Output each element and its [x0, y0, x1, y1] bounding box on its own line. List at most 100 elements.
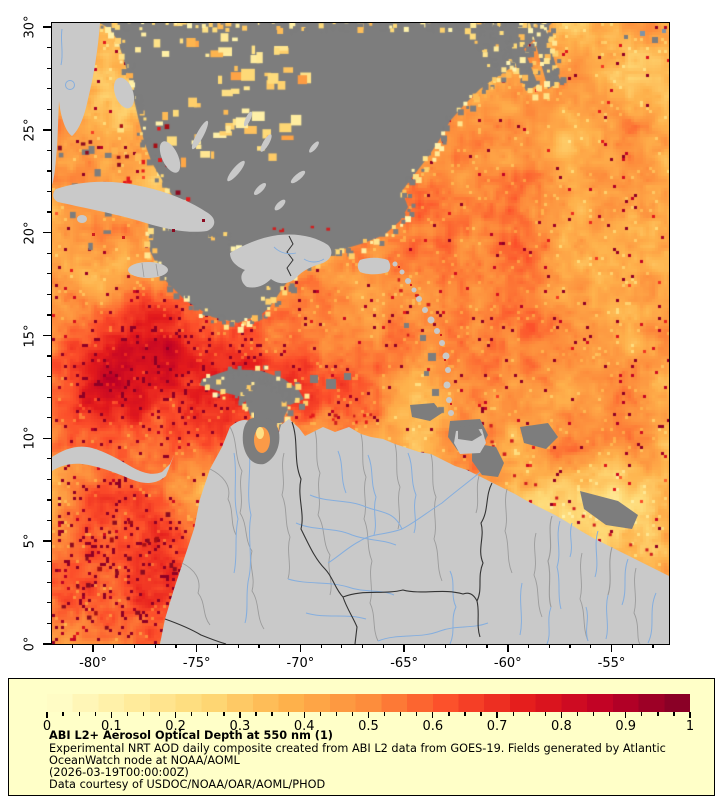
country-borders — [164, 421, 613, 644]
lesser-antilles-islands — [392, 261, 454, 416]
geography-overlay — [52, 23, 669, 644]
colorbar-tick-label: 0.6 — [422, 719, 444, 734]
axis-tick — [46, 67, 51, 69]
colorbar-minor-tick — [335, 712, 338, 716]
hispaniola-island — [230, 234, 332, 288]
axis-tick — [548, 644, 550, 648]
colorbar-minor-tick — [416, 712, 418, 716]
colorbar-minor-tick — [158, 712, 161, 716]
colorbar-major-tick — [110, 712, 112, 718]
colorbar-major-tick — [303, 712, 305, 718]
x-axis-label: -75° — [182, 656, 211, 671]
colorbar-minor-tick — [351, 712, 354, 716]
axis-tick — [590, 644, 592, 648]
colorbar-tick-label: 0.4 — [293, 719, 315, 734]
colorbar-major-tick — [689, 712, 691, 718]
axis-tick — [652, 644, 654, 648]
axis-tick — [42, 334, 51, 337]
colorbar-tick-label: 1 — [685, 719, 695, 734]
legend-timestamp: (2026-03-19T00:00:00Z) — [49, 766, 189, 779]
colorbar-minor-tick — [544, 712, 547, 716]
colorbar-tick-label: 0.1 — [100, 719, 122, 734]
colorbar-minor-tick — [271, 712, 273, 716]
axis-tick — [46, 519, 51, 522]
x-axis-label: -65° — [390, 656, 418, 671]
axis-tick — [46, 458, 51, 460]
axis-tick — [46, 314, 51, 316]
cuba-island — [53, 181, 215, 239]
lake-okeechobee — [65, 80, 75, 90]
legend-credit: Data courtesy of USDOC/NOAA/OAR/AOML/PHO… — [49, 778, 326, 791]
colorbar-major-tick — [496, 712, 498, 718]
axis-tick — [527, 644, 530, 648]
colorbar-minor-tick — [383, 712, 386, 716]
axis-tick — [486, 644, 488, 648]
y-axis-label: 20° — [22, 221, 38, 245]
colorbar-tick-label: 0.9 — [615, 719, 637, 734]
jamaica-island — [128, 262, 168, 278]
colorbar-tick-label: 0.2 — [165, 719, 186, 734]
y-axis-label: 0° — [22, 636, 38, 652]
colorbar-minor-tick — [448, 712, 450, 716]
axis-tick — [46, 396, 51, 398]
axis-tick — [46, 622, 51, 624]
axis-tick — [362, 644, 364, 648]
colorbar-minor-tick — [94, 712, 96, 716]
axis-tick — [92, 644, 94, 652]
trinidad-island — [454, 425, 486, 454]
axis-tick — [465, 644, 467, 648]
axis-tick — [631, 644, 633, 648]
colorbar-major-tick — [560, 712, 563, 718]
y-axis-label: 15° — [22, 323, 38, 348]
axis-tick — [46, 170, 51, 172]
lake-maracaibo — [242, 417, 280, 465]
colorbar-minor-tick — [287, 712, 289, 716]
axis-tick — [154, 644, 156, 648]
axis-tick — [46, 355, 51, 357]
axis-tick — [444, 644, 447, 648]
legend-description-line: OceanWatch node at NOAA/AOML — [49, 754, 240, 767]
colorbar-minor-tick — [641, 712, 643, 716]
x-axis-label: -55° — [597, 656, 626, 671]
axis-tick — [46, 561, 51, 563]
axis-tick — [42, 231, 51, 234]
colorbar — [47, 694, 690, 712]
axis-tick — [341, 644, 343, 648]
axis-tick — [46, 252, 51, 254]
axis-tick — [258, 644, 260, 648]
x-axis-label: -80° — [79, 656, 107, 671]
axis-tick — [403, 644, 405, 652]
axis-tick — [42, 540, 51, 542]
axis-tick — [46, 293, 51, 295]
colorbar-minor-tick — [673, 712, 675, 716]
colorbar-minor-tick — [464, 712, 466, 716]
colorbar-minor-tick — [609, 712, 611, 716]
axis-tick — [237, 644, 239, 648]
axis-tick — [175, 644, 177, 648]
axis-tick — [46, 499, 51, 501]
legend-box: 0 0.1 0.2 0.3 0.4 0.5 0.6 0.7 0.8 0.9 1 ABI L2+ Ae… — [8, 678, 715, 796]
colorbar-minor-tick — [126, 712, 129, 716]
colorbar-major-tick — [625, 712, 627, 718]
colorbar-minor-tick — [207, 712, 209, 716]
colorbar-tick-label: 0.5 — [358, 719, 379, 734]
axis-tick — [46, 211, 51, 213]
haiti-dr-border — [286, 235, 294, 277]
colorbar-minor-tick — [78, 712, 80, 716]
legend-title: ABI L2+ Aerosol Optical Depth at 550 nm … — [49, 729, 333, 742]
axis-tick — [382, 644, 384, 648]
panama-isthmus — [52, 446, 174, 483]
x-axis-label: -70° — [286, 656, 315, 671]
axis-tick — [320, 644, 322, 648]
axis-tick — [569, 644, 571, 648]
axis-tick — [46, 149, 51, 151]
colorbar-major-tick — [174, 712, 177, 718]
axis-tick — [424, 644, 426, 648]
colorbar-tick-label: 0.7 — [486, 719, 508, 734]
axis-tick — [46, 376, 51, 378]
colorbar-minor-tick — [576, 712, 579, 716]
x-axis-label: -60° — [493, 656, 522, 671]
axis-tick — [46, 190, 51, 193]
florida-peninsula — [52, 23, 100, 185]
